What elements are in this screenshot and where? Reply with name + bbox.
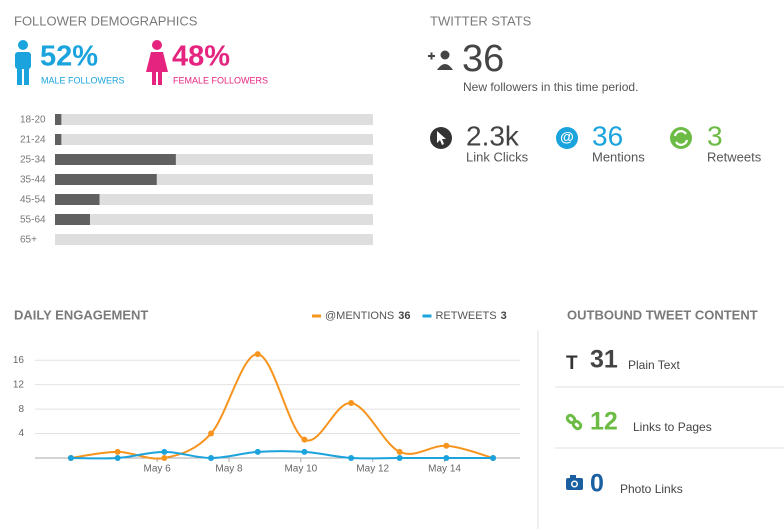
stat-value: 36 (592, 120, 623, 151)
legend-total: 3 (501, 310, 507, 322)
section-title: TWITTER STATS (430, 13, 532, 28)
link-pages-icon (565, 413, 583, 431)
bar-track (55, 234, 373, 245)
outbound-label: Plain Text (628, 358, 680, 372)
point (490, 455, 497, 461)
stat-value: 2.3k (466, 120, 520, 151)
new-followers-value: 36 (462, 38, 504, 80)
add-user-icon (428, 50, 453, 70)
section-title: FOLLOWER DEMOGRAPHICS (14, 13, 198, 28)
point (67, 455, 74, 461)
point (161, 448, 168, 455)
male-label: MALE FOLLOWERS (41, 75, 125, 85)
male-percent: 52% (40, 41, 98, 73)
female-icon (146, 40, 168, 85)
svg-text:@: @ (560, 129, 574, 145)
point (348, 455, 355, 461)
stat-value: 3 (707, 120, 723, 151)
bar (55, 114, 62, 125)
y-tick-label: 16 (13, 355, 25, 366)
age-label: 35-44 (20, 175, 46, 186)
x-tick-label: May 10 (284, 464, 317, 475)
camera-icon (566, 475, 583, 490)
point (254, 351, 261, 358)
point (254, 448, 261, 455)
age-label: 55-64 (20, 215, 46, 226)
outbound-value: 0 (590, 470, 604, 498)
text-icon: T (566, 353, 578, 374)
bar (55, 174, 157, 185)
point (443, 455, 450, 461)
point (208, 430, 215, 437)
y-tick-label: 4 (18, 428, 24, 439)
outbound-label: Links to Pages (633, 420, 712, 434)
line (70, 450, 494, 460)
point (208, 455, 215, 461)
point (443, 442, 450, 449)
female-percent: 48% (172, 41, 230, 73)
legend-name: @MENTIONS (325, 310, 394, 322)
point (114, 448, 121, 455)
x-tick-label: May 12 (356, 464, 389, 475)
point (348, 400, 355, 406)
x-tick-label: May 8 (215, 464, 243, 475)
point (301, 436, 308, 443)
outbound-value: 31 (590, 346, 618, 374)
bar-track (55, 194, 373, 205)
point (161, 455, 168, 461)
legend-name: RETWEETS (435, 310, 496, 322)
retweet-icon (670, 127, 692, 149)
bar (55, 134, 62, 145)
chart-title: DAILY ENGAGEMENT (14, 307, 148, 322)
new-followers-label: New followers in this time period. (463, 80, 638, 94)
x-tick-label: May 6 (144, 464, 172, 475)
legend-total: 36 (398, 310, 410, 322)
bar (55, 194, 100, 205)
stat-label: Retweets (707, 149, 762, 164)
stat-label: Link Clicks (466, 149, 529, 164)
point (301, 448, 308, 455)
link-icon (430, 127, 452, 149)
bar-track (55, 174, 373, 185)
bar-track (55, 214, 373, 225)
age-label: 45-54 (20, 195, 46, 206)
bar (55, 154, 176, 165)
female-label: FEMALE FOLLOWERS (173, 75, 268, 85)
age-label: 65+ (20, 235, 37, 246)
stat-label: Mentions (592, 149, 645, 164)
bar (55, 214, 90, 225)
mention-icon: @ (556, 127, 578, 149)
bar-track (55, 154, 373, 165)
line (70, 353, 494, 460)
male-icon (15, 40, 31, 85)
point (396, 448, 403, 455)
y-tick-label: 8 (18, 404, 24, 415)
outbound-value: 12 (590, 408, 618, 436)
point (114, 455, 121, 461)
bar-track (55, 114, 373, 125)
age-label: 25-34 (20, 155, 46, 166)
point (396, 455, 403, 461)
y-tick-label: 12 (13, 379, 25, 390)
outbound-label: Photo Links (620, 482, 683, 496)
age-label: 21-24 (20, 135, 46, 146)
section-title: OUTBOUND TWEET CONTENT (567, 307, 758, 322)
bar-track (55, 134, 373, 145)
age-label: 18-20 (20, 115, 46, 126)
x-tick-label: May 14 (428, 464, 461, 475)
